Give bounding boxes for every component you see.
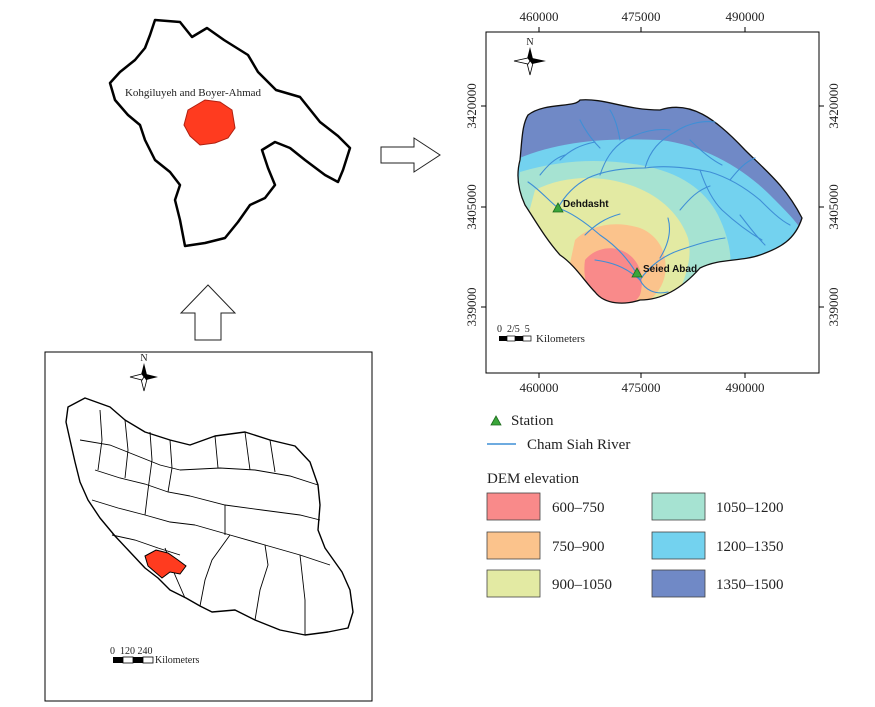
legend-class-label: 600–750 [552,500,605,516]
north-arrow-icon [129,363,158,392]
right-tick-1: 3420000 [826,83,841,129]
station-seied-abad: Seied Abad [631,264,697,278]
province-map: Kohgiluyeh and Boyer-Ahmad [108,18,352,248]
station-dehdasht: Dehdasht [552,199,609,213]
iran-province-borders [79,409,331,635]
left-tick-1: 3420000 [464,83,479,129]
basin-north-label: N [526,37,533,48]
iran-map: N [44,351,373,702]
legend: Station Cham Siah River DEM elevation 60… [486,413,784,598]
arrow-up [179,284,237,341]
right-tick-3: 339000 [826,288,841,327]
iran-scale-numbers: 0 120 240 [110,646,153,657]
legend-class-label: 1200–1350 [716,539,784,555]
legend-swatch-1050-1200 [651,492,706,521]
basin-tick-marks [481,27,824,378]
basin-scale-numbers: 0 2/5 5 [497,324,530,335]
iran-scale-bar [113,656,154,664]
basin-scale-bar [499,335,532,342]
legend-station-label: Station [511,413,554,429]
bottom-tick-3: 490000 [726,380,765,395]
basin-outline [517,99,803,304]
province-label: Kohgiluyeh and Boyer-Ahmad [125,87,262,99]
arrow-right [380,137,441,173]
province-highlight [183,99,236,146]
station-label: Dehdasht [563,199,609,210]
top-tick-3: 490000 [726,9,765,24]
legend-class-label: 900–1050 [552,577,612,593]
right-tick-2: 3405000 [826,184,841,230]
station-marker-icon [552,202,564,213]
top-tick-1: 460000 [520,9,559,24]
bottom-tick-1: 460000 [520,380,559,395]
iran-scale-unit: Kilometers [155,655,200,666]
legend-class-label: 750–900 [552,539,605,555]
iran-outline [65,397,354,636]
station-label: Seied Abad [643,264,697,275]
legend-swatch-900-1050 [486,569,541,598]
legend-swatch-600-750 [486,492,541,521]
river-network [527,109,791,294]
left-tick-2: 3405000 [464,184,479,230]
legend-river-label: Cham Siah River [527,437,630,453]
legend-swatch-750-900 [486,531,541,560]
iran-province-highlight [144,549,187,579]
left-tick-3: 339000 [464,288,479,327]
basin-north-arrow-icon [513,47,546,76]
legend-swatch-1200-1350 [651,531,706,560]
legend-class-label: 1050–1200 [716,500,784,516]
station-marker-icon [631,267,643,278]
basin-map: 460000 475000 490000 460000 475000 49000… [464,9,841,395]
legend-dem-title: DEM elevation [487,471,580,487]
bottom-tick-2: 475000 [622,380,661,395]
legend-swatch-1350-1500 [651,569,706,598]
basin-scale-unit: Kilometers [536,333,585,345]
top-tick-2: 475000 [622,9,661,24]
legend-class-label: 1350–1500 [716,577,784,593]
legend-station-icon [490,415,502,426]
iran-north-label: N [140,353,147,364]
